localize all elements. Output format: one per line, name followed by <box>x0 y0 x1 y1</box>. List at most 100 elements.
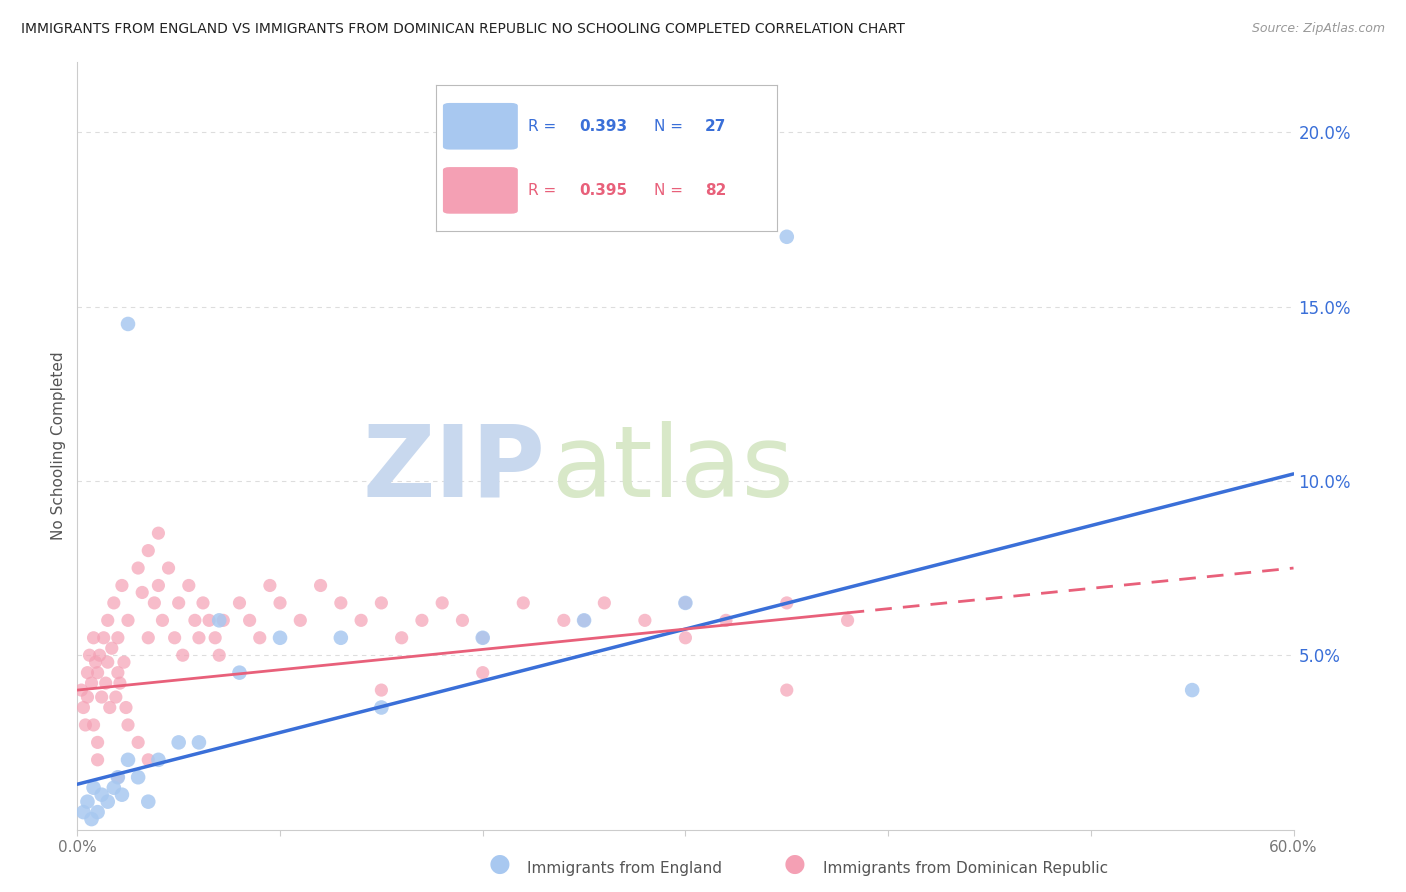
Point <box>776 596 799 610</box>
Point <box>208 613 231 627</box>
Text: atlas: atlas <box>551 420 793 517</box>
Point <box>136 543 159 558</box>
Point <box>188 631 211 645</box>
Point <box>97 613 120 627</box>
Point <box>350 613 373 627</box>
Point <box>70 683 93 698</box>
Point <box>167 735 190 749</box>
Point <box>370 683 392 698</box>
Point <box>157 561 180 575</box>
Point <box>249 631 271 645</box>
Point <box>471 665 494 680</box>
Point <box>163 631 186 645</box>
Point <box>269 631 291 645</box>
Point <box>269 596 291 610</box>
Point <box>370 700 392 714</box>
Text: Immigrants from Dominican Republic: Immigrants from Dominican Republic <box>823 861 1108 876</box>
Point <box>117 613 139 627</box>
Point <box>107 770 129 784</box>
Point <box>148 526 170 541</box>
Point <box>329 596 352 610</box>
Point <box>89 648 111 663</box>
Point <box>370 596 392 610</box>
Point <box>675 631 697 645</box>
Point <box>451 613 474 627</box>
Point <box>191 596 214 610</box>
Text: Source: ZipAtlas.com: Source: ZipAtlas.com <box>1251 22 1385 36</box>
Text: ZIP: ZIP <box>363 420 546 517</box>
Point <box>471 631 494 645</box>
Point <box>837 613 859 627</box>
Point <box>97 795 120 809</box>
Point <box>72 805 94 819</box>
Point <box>76 795 98 809</box>
Point <box>675 596 697 610</box>
Point <box>148 578 170 592</box>
Point <box>127 770 149 784</box>
Point <box>76 665 98 680</box>
Point <box>136 631 159 645</box>
Point <box>228 596 250 610</box>
Point <box>239 613 262 627</box>
Point <box>107 631 129 645</box>
Point <box>97 655 120 669</box>
Point <box>72 700 94 714</box>
Point <box>228 665 250 680</box>
Point <box>391 631 413 645</box>
Point <box>108 676 131 690</box>
Point <box>259 578 281 592</box>
Point <box>167 596 190 610</box>
Point <box>93 631 115 645</box>
Point <box>98 700 121 714</box>
Point <box>172 648 194 663</box>
Point <box>111 788 134 802</box>
Y-axis label: No Schooling Completed: No Schooling Completed <box>51 351 66 541</box>
Point <box>188 735 211 749</box>
Point <box>152 613 174 627</box>
Point <box>471 631 494 645</box>
Point <box>572 613 595 627</box>
Point <box>127 735 149 749</box>
Point <box>148 753 170 767</box>
Point <box>634 613 657 627</box>
Point <box>675 596 697 610</box>
Point <box>430 596 453 610</box>
Point <box>572 613 595 627</box>
Point <box>714 613 737 627</box>
Point <box>117 317 139 331</box>
Point <box>86 805 108 819</box>
Point <box>204 631 226 645</box>
Point <box>1181 683 1204 698</box>
Point <box>136 795 159 809</box>
Point <box>86 735 108 749</box>
Point <box>84 655 107 669</box>
Text: ●: ● <box>488 852 510 876</box>
Point <box>117 753 139 767</box>
Point <box>94 676 117 690</box>
Point <box>177 578 200 592</box>
Point <box>553 613 575 627</box>
Point <box>80 676 103 690</box>
Point <box>290 613 312 627</box>
Point <box>104 690 127 704</box>
Point <box>198 613 221 627</box>
Point <box>593 596 616 610</box>
Point <box>90 690 112 704</box>
Point <box>117 718 139 732</box>
Point <box>411 613 433 627</box>
Point <box>90 788 112 802</box>
Text: Immigrants from England: Immigrants from England <box>527 861 723 876</box>
Point <box>79 648 101 663</box>
Point <box>83 718 105 732</box>
Point <box>76 690 98 704</box>
Point <box>212 613 235 627</box>
Point <box>80 812 103 826</box>
Point <box>329 631 352 645</box>
Point <box>86 753 108 767</box>
Point <box>143 596 166 610</box>
Point <box>86 665 108 680</box>
Point <box>107 770 129 784</box>
Point <box>83 780 105 795</box>
Point <box>776 229 799 244</box>
Point <box>512 596 534 610</box>
